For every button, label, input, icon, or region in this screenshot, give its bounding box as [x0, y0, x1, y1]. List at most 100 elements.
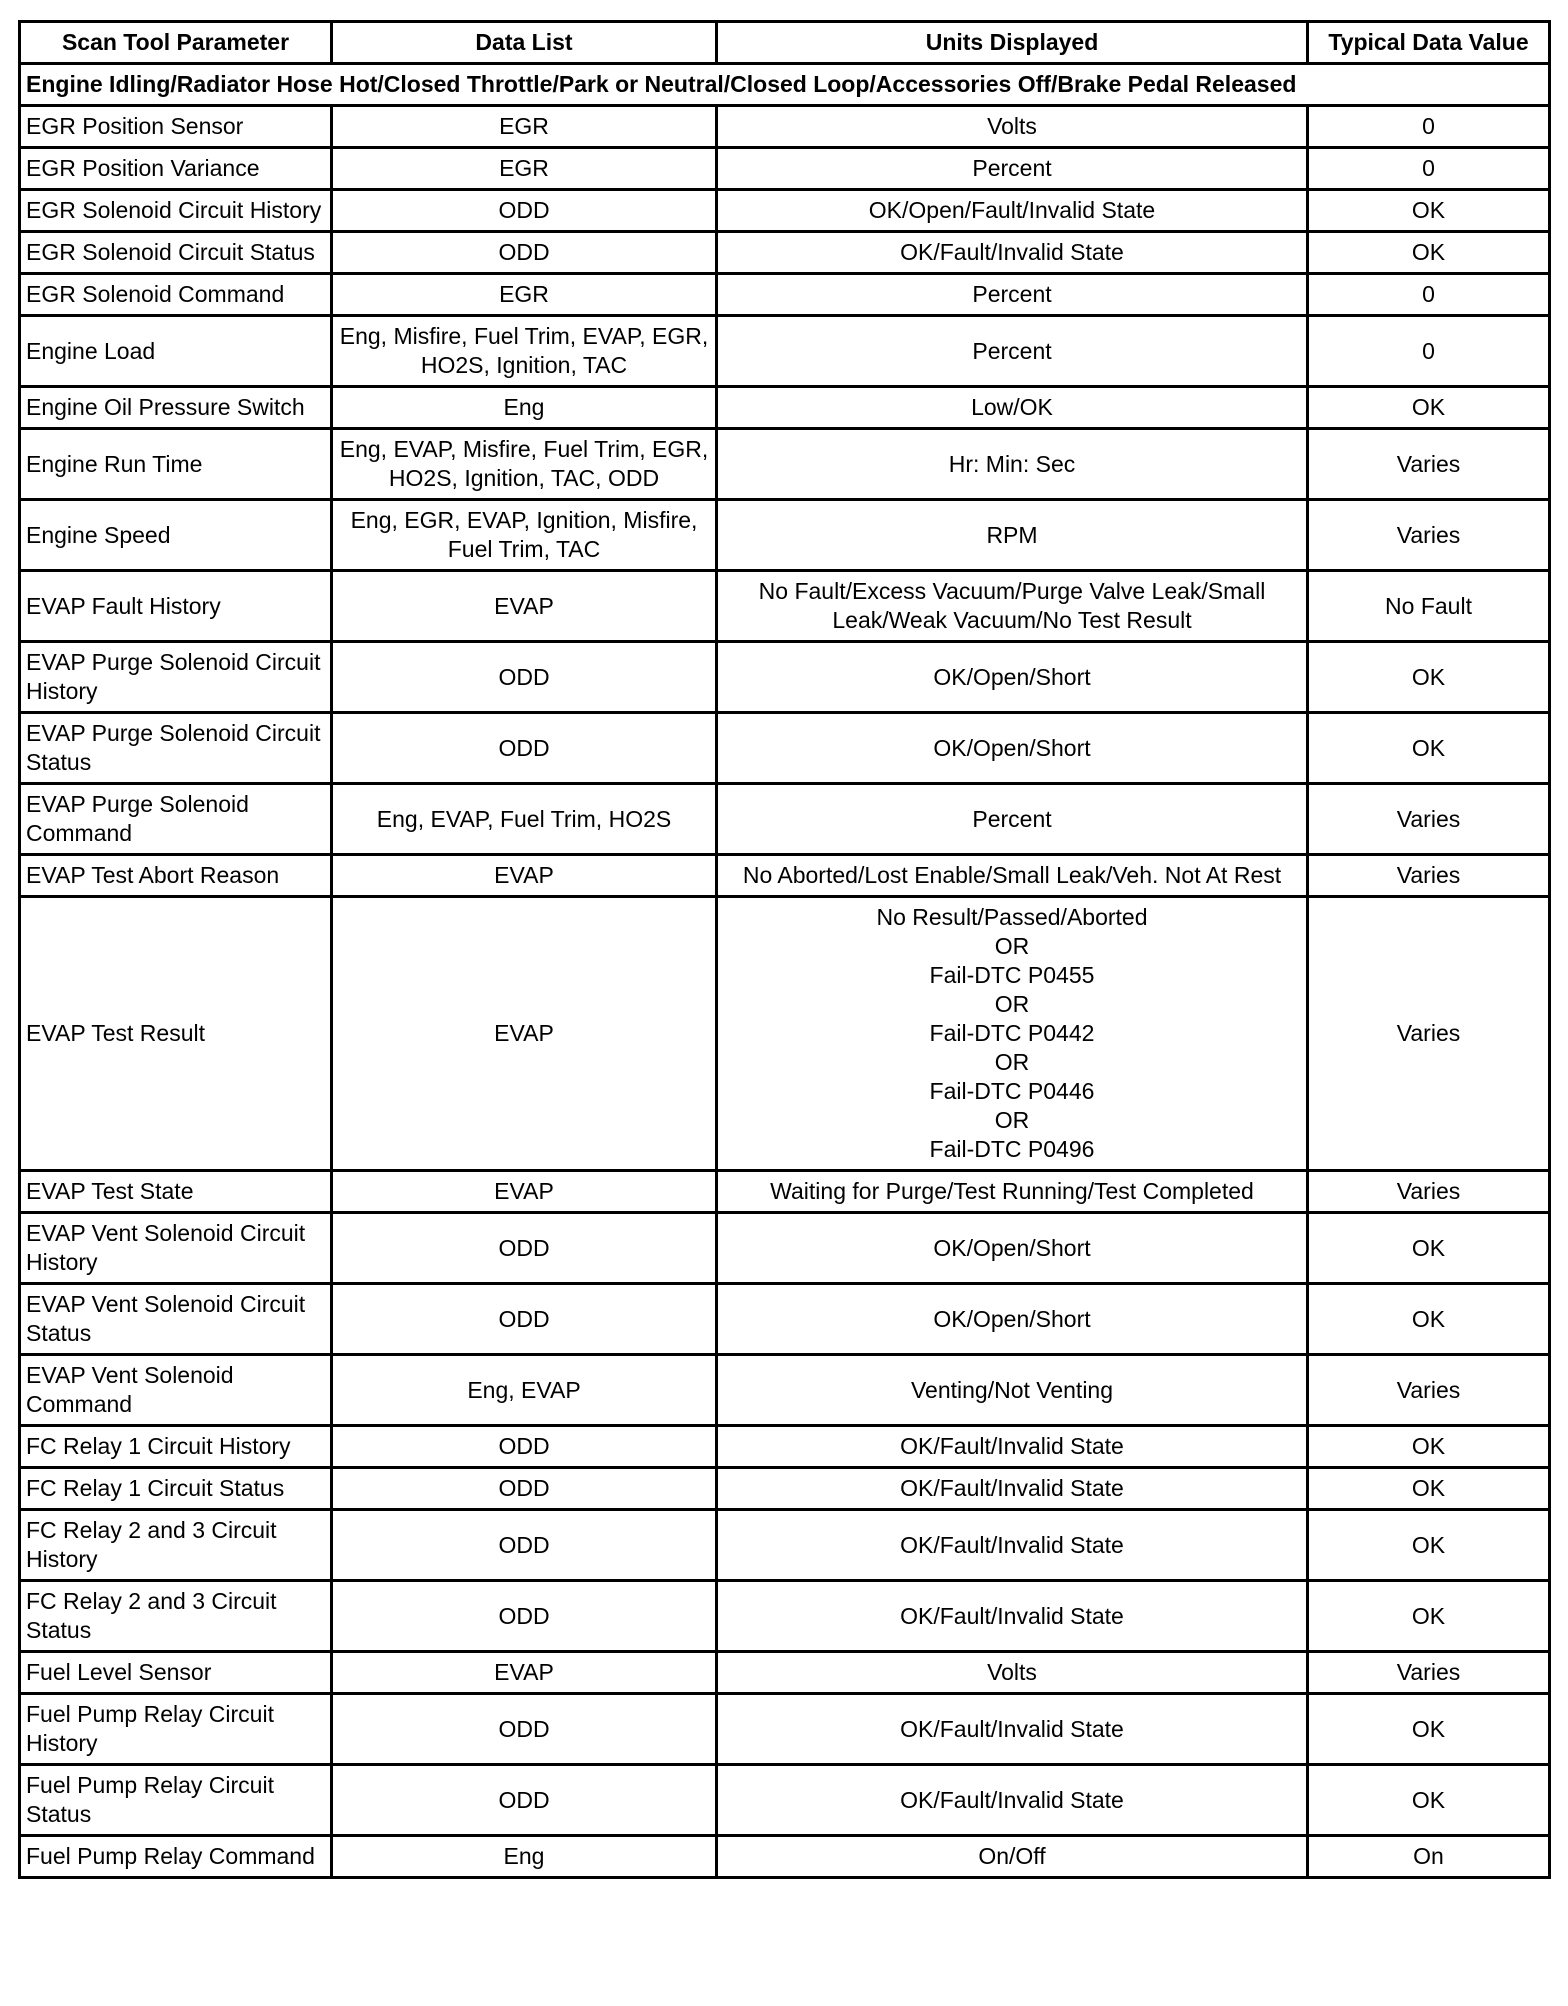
header-data-list: Data List — [330, 20, 718, 65]
cell-data-list: ODD — [330, 230, 718, 275]
cell-parameter: FC Relay 1 Circuit History — [18, 1424, 333, 1469]
cell-parameter: Engine Run Time — [18, 427, 333, 501]
cell-typical-value: Varies — [1306, 1650, 1551, 1695]
cell-units: Percent — [715, 782, 1309, 856]
table-row: EVAP Fault History EVAP No Fault/Excess Va… — [18, 569, 1551, 643]
cell-units: No Fault/Excess Vacuum/Purge Valve Leak/… — [715, 569, 1309, 643]
cell-units: Low/OK — [715, 385, 1309, 430]
cell-units: No Result/Passed/Aborted OR Fail-DTC P04… — [715, 895, 1309, 1172]
cell-typical-value: On — [1306, 1834, 1551, 1879]
scan-tool-data-table: Scan Tool Parameter Data List Units Disp… — [18, 20, 1551, 1879]
cell-units: OK/Fault/Invalid State — [715, 1579, 1309, 1653]
cell-typical-value: OK — [1306, 711, 1551, 785]
cell-parameter: Engine Load — [18, 314, 333, 388]
cell-parameter: EGR Solenoid Command — [18, 272, 333, 317]
cell-units: Hr: Min: Sec — [715, 427, 1309, 501]
table-row: EVAP Purge Solenoid Circuit History ODD OK… — [18, 640, 1551, 714]
cell-data-list: Eng, EGR, EVAP, Ignition, Misfire, Fuel … — [330, 498, 718, 572]
cell-data-list: ODD — [330, 1508, 718, 1582]
cell-units: Volts — [715, 1650, 1309, 1695]
cell-units: OK/Open/Short — [715, 1211, 1309, 1285]
cell-typical-value: Varies — [1306, 1169, 1551, 1214]
cell-data-list: Eng — [330, 1834, 718, 1879]
cell-parameter: EVAP Purge Solenoid Command — [18, 782, 333, 856]
cell-typical-value: OK — [1306, 1466, 1551, 1511]
table-row: EVAP Vent Solenoid Command Eng, EVAP Venti… — [18, 1353, 1551, 1427]
cell-parameter: EVAP Purge Solenoid Circuit History — [18, 640, 333, 714]
cell-data-list: EVAP — [330, 1650, 718, 1695]
cell-units: OK/Fault/Invalid State — [715, 1466, 1309, 1511]
cell-parameter: EVAP Test Abort Reason — [18, 853, 333, 898]
cell-typical-value: OK — [1306, 385, 1551, 430]
cell-parameter: Engine Oil Pressure Switch — [18, 385, 333, 430]
cell-parameter: EVAP Fault History — [18, 569, 333, 643]
table-row: FC Relay 2 and 3 Circuit Status ODD OK/Fau… — [18, 1579, 1551, 1653]
cell-units: Volts — [715, 104, 1309, 149]
cell-data-list: ODD — [330, 1579, 718, 1653]
table-row: EGR Position Variance EGR Percent 0 — [18, 146, 1551, 191]
cell-parameter: Fuel Level Sensor — [18, 1650, 333, 1695]
cell-units: Waiting for Purge/Test Running/Test Comp… — [715, 1169, 1309, 1214]
cell-units: OK/Open/Short — [715, 640, 1309, 714]
cell-data-list: Eng, Misfire, Fuel Trim, EVAP, EGR, HO2S… — [330, 314, 718, 388]
cell-data-list: ODD — [330, 1466, 718, 1511]
cell-data-list: EVAP — [330, 895, 718, 1172]
cell-units: OK/Open/Fault/Invalid State — [715, 188, 1309, 233]
table-row: Engine Oil Pressure Switch Eng Low/OK OK — [18, 385, 1551, 430]
cell-parameter: EVAP Vent Solenoid Circuit Status — [18, 1282, 333, 1356]
cell-data-list: ODD — [330, 1282, 718, 1356]
cell-data-list: ODD — [330, 188, 718, 233]
cell-parameter: EGR Solenoid Circuit Status — [18, 230, 333, 275]
cell-data-list: EVAP — [330, 569, 718, 643]
table-row: Fuel Pump Relay Circuit History ODD OK/Fau… — [18, 1692, 1551, 1766]
cell-units: RPM — [715, 498, 1309, 572]
table-row: EVAP Purge Solenoid Circuit Status ODD OK/… — [18, 711, 1551, 785]
table-row: EVAP Vent Solenoid Circuit History ODD OK/… — [18, 1211, 1551, 1285]
header-row: Scan Tool Parameter Data List Units Disp… — [18, 20, 1551, 65]
cell-units: Percent — [715, 272, 1309, 317]
table-row: Fuel Level Sensor EVAP Volts Varies — [18, 1650, 1551, 1695]
cell-data-list: EGR — [330, 104, 718, 149]
cell-typical-value: OK — [1306, 1508, 1551, 1582]
cell-data-list: ODD — [330, 1424, 718, 1469]
cell-units: Percent — [715, 146, 1309, 191]
table-row: EVAP Purge Solenoid Command Eng, EVAP, Fu… — [18, 782, 1551, 856]
header-typical-value: Typical Data Value — [1306, 20, 1551, 65]
cell-data-list: Eng, EVAP, Misfire, Fuel Trim, EGR, HO2S… — [330, 427, 718, 501]
cell-typical-value: Varies — [1306, 498, 1551, 572]
cell-typical-value: OK — [1306, 1424, 1551, 1469]
cell-parameter: Fuel Pump Relay Circuit History — [18, 1692, 333, 1766]
table-row: EVAP Vent Solenoid Circuit Status ODD OK/O… — [18, 1282, 1551, 1356]
cell-typical-value: Varies — [1306, 427, 1551, 501]
cell-parameter: EGR Position Variance — [18, 146, 333, 191]
table-row: EVAP Test State EVAP Waiting for Purge/Tes… — [18, 1169, 1551, 1214]
table-row: EGR Position Sensor EGR Volts 0 — [18, 104, 1551, 149]
cell-typical-value: Varies — [1306, 895, 1551, 1172]
cell-parameter: EGR Solenoid Circuit History — [18, 188, 333, 233]
table-row: Engine Load Eng, Misfire, Fuel Trim, EVAP… — [18, 314, 1551, 388]
cell-typical-value: OK — [1306, 1763, 1551, 1837]
cell-parameter: EVAP Vent Solenoid Circuit History — [18, 1211, 333, 1285]
table-row: Fuel Pump Relay Command Eng On/Off On — [18, 1834, 1551, 1879]
cell-units: Venting/Not Venting — [715, 1353, 1309, 1427]
cell-typical-value: OK — [1306, 640, 1551, 714]
cell-typical-value: 0 — [1306, 272, 1551, 317]
cell-units: OK/Fault/Invalid State — [715, 230, 1309, 275]
section-row: Engine Idling/Radiator Hose Hot/Closed T… — [18, 62, 1551, 107]
section-condition: Engine Idling/Radiator Hose Hot/Closed T… — [18, 62, 1551, 107]
cell-parameter: FC Relay 2 and 3 Circuit Status — [18, 1579, 333, 1653]
cell-data-list: ODD — [330, 1692, 718, 1766]
cell-typical-value: 0 — [1306, 314, 1551, 388]
cell-parameter: EVAP Vent Solenoid Command — [18, 1353, 333, 1427]
cell-typical-value: No Fault — [1306, 569, 1551, 643]
cell-typical-value: Varies — [1306, 782, 1551, 856]
cell-data-list: EGR — [330, 272, 718, 317]
cell-units: Percent — [715, 314, 1309, 388]
cell-parameter: Fuel Pump Relay Command — [18, 1834, 333, 1879]
cell-typical-value: OK — [1306, 1692, 1551, 1766]
cell-units: OK/Fault/Invalid State — [715, 1763, 1309, 1837]
table-row: EGR Solenoid Circuit Status ODD OK/Fault/I… — [18, 230, 1551, 275]
cell-parameter: Fuel Pump Relay Circuit Status — [18, 1763, 333, 1837]
cell-parameter: FC Relay 1 Circuit Status — [18, 1466, 333, 1511]
cell-parameter: EVAP Purge Solenoid Circuit Status — [18, 711, 333, 785]
